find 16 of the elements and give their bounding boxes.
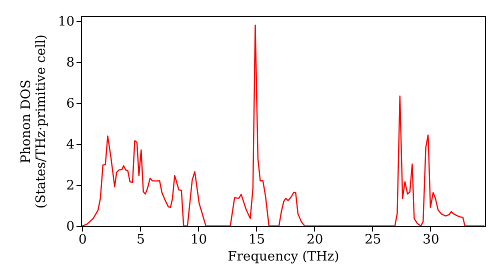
y-tick-label: 0 <box>66 220 74 234</box>
y-tick-label: 4 <box>66 138 74 153</box>
x-axis-title: Frequency (THz) <box>228 250 340 264</box>
x-tick-label: 5 <box>136 232 145 248</box>
x-tick-label: 25 <box>364 232 382 248</box>
line-series <box>82 24 485 226</box>
x-tick-label: 20 <box>306 232 324 248</box>
x-tick-label: 15 <box>248 232 266 248</box>
x-tick-label: 0 <box>78 232 87 248</box>
y-tick-label: 2 <box>66 178 74 194</box>
y-tick-label: 8 <box>66 56 74 71</box>
x-tick-label: 30 <box>422 232 440 248</box>
y-axis-title: Phonon DOS (States/THz·primitive cell) <box>18 34 49 209</box>
x-tick-label: 10 <box>190 232 208 248</box>
y-tick-label: 6 <box>66 96 74 112</box>
y-tick-label: 10 <box>58 14 74 30</box>
